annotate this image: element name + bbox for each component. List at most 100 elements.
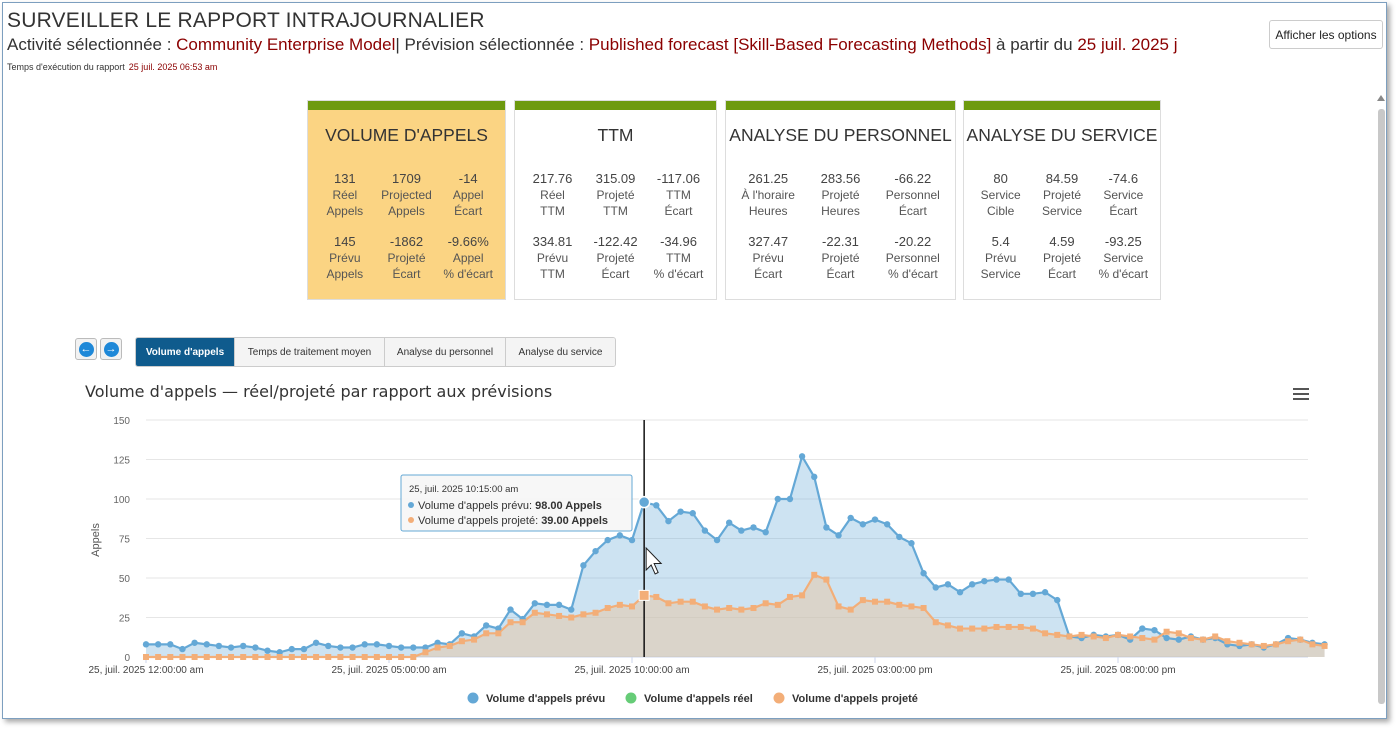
projected-point[interactable] — [300, 654, 307, 660]
tab-average-handle-time[interactable]: Temps de traitement moyen — [235, 338, 385, 366]
forecast-point[interactable] — [154, 641, 162, 648]
legend-marker[interactable] — [773, 692, 785, 704]
forecast-point[interactable] — [1151, 626, 1158, 634]
projected-point[interactable] — [1236, 639, 1243, 646]
projected-point[interactable] — [774, 601, 781, 608]
forecast-point[interactable] — [750, 524, 757, 531]
show-options-button[interactable]: Afficher les options — [1269, 20, 1383, 49]
forecast-point[interactable] — [361, 641, 368, 648]
projected-point[interactable] — [592, 609, 599, 616]
forecast-point[interactable] — [337, 644, 344, 651]
projected-point[interactable] — [1224, 638, 1231, 645]
projected-point[interactable] — [665, 600, 672, 607]
projected-point[interactable] — [1309, 641, 1316, 648]
projected-point[interactable] — [920, 605, 927, 612]
scroll-thumb[interactable] — [1378, 109, 1385, 704]
forecast-point[interactable] — [312, 639, 320, 646]
projected-point[interactable] — [969, 625, 976, 632]
forecast-point[interactable] — [1175, 636, 1182, 643]
projected-point[interactable] — [446, 642, 453, 649]
card-staffing-analysis[interactable]: ANALYSE DU PERSONNEL 261.25 À l'horaire He… — [725, 100, 956, 300]
forecast-point[interactable] — [847, 514, 854, 522]
projected-point[interactable] — [1212, 633, 1219, 640]
forecast-point[interactable] — [203, 641, 210, 648]
forecast-point[interactable] — [580, 562, 587, 569]
projected-point[interactable] — [604, 605, 611, 612]
projected-point[interactable] — [896, 601, 903, 608]
projected-point[interactable] — [1272, 641, 1279, 648]
forecast-point[interactable] — [823, 524, 830, 531]
forecast-point[interactable] — [628, 536, 636, 544]
forecast-point[interactable] — [325, 642, 332, 650]
forecast-point[interactable] — [568, 606, 575, 613]
forecast-point[interactable] — [1041, 589, 1049, 596]
projected-point[interactable] — [835, 603, 842, 610]
forecast-point[interactable] — [883, 521, 891, 528]
forecast-point[interactable] — [276, 649, 283, 656]
forecast-point[interactable] — [507, 606, 514, 613]
forecast-point[interactable] — [920, 570, 927, 577]
forecast-point[interactable] — [993, 576, 1000, 583]
forecast-point[interactable] — [300, 645, 308, 653]
projected-point[interactable] — [580, 611, 587, 618]
projected-point[interactable] — [884, 598, 891, 605]
card-service-analysis[interactable]: ANALYSE DU SERVICE 80 Service Cible 84.59 Pr… — [963, 100, 1161, 300]
forecast-point[interactable] — [871, 516, 879, 523]
forecast-point[interactable] — [592, 547, 599, 555]
projected-point[interactable] — [240, 654, 247, 660]
projected-point[interactable] — [872, 598, 878, 605]
projected-point[interactable] — [629, 603, 635, 610]
projected-point[interactable] — [568, 614, 575, 621]
projected-point[interactable] — [519, 619, 526, 626]
projected-point[interactable] — [799, 592, 806, 599]
forecast-point-hover[interactable] — [637, 495, 651, 509]
tab-staffing-analysis[interactable]: Analyse du personnel — [385, 338, 506, 366]
forecast-point[interactable] — [1139, 625, 1146, 632]
forecast-point[interactable] — [701, 527, 709, 534]
forecast-point[interactable] — [932, 584, 939, 591]
forecast-point[interactable] — [349, 644, 356, 651]
projected-point[interactable] — [726, 605, 733, 612]
forecast-point[interactable] — [713, 536, 721, 544]
forecast-point[interactable] — [142, 641, 150, 648]
forecast-point[interactable] — [543, 601, 551, 609]
tab-call-volume[interactable]: Volume d'appels — [136, 338, 235, 366]
projected-point-hover[interactable] — [638, 589, 650, 601]
projected-point[interactable] — [932, 619, 939, 626]
projected-point[interactable] — [167, 654, 174, 660]
forecast-point[interactable] — [227, 644, 235, 651]
forecast-point[interactable] — [896, 533, 903, 541]
next-button[interactable]: → — [100, 338, 122, 360]
forecast-point[interactable] — [908, 540, 915, 547]
projected-point[interactable] — [288, 654, 295, 660]
forecast-point[interactable] — [726, 519, 733, 526]
projected-point[interactable] — [762, 600, 769, 607]
projected-point[interactable] — [1200, 636, 1207, 643]
projected-point[interactable] — [543, 611, 550, 618]
projected-point[interactable] — [1066, 633, 1073, 640]
projected-point[interactable] — [313, 654, 320, 660]
projected-point[interactable] — [373, 654, 380, 660]
projected-point[interactable] — [1163, 628, 1170, 635]
projected-point[interactable] — [276, 654, 283, 660]
projected-point[interactable] — [616, 601, 623, 608]
forecast-point[interactable] — [956, 589, 964, 596]
forecast-point[interactable] — [811, 473, 818, 481]
projected-point[interactable] — [1042, 630, 1049, 637]
projected-point[interactable] — [1321, 642, 1328, 649]
projected-point[interactable] — [264, 654, 271, 660]
projected-point[interactable] — [203, 654, 210, 660]
forecast-point[interactable] — [786, 495, 794, 503]
projected-point[interactable] — [143, 654, 149, 660]
projected-point[interactable] — [1005, 623, 1012, 630]
projected-point[interactable] — [1187, 635, 1194, 642]
projected-point[interactable] — [434, 644, 441, 651]
projected-point[interactable] — [386, 654, 392, 660]
forecast-point[interactable] — [1054, 596, 1061, 604]
projected-point[interactable] — [1115, 631, 1121, 638]
projected-point[interactable] — [981, 625, 988, 632]
forecast-point[interactable] — [167, 641, 174, 648]
vertical-scrollbar[interactable] — [1377, 95, 1386, 710]
projected-point[interactable] — [1285, 638, 1292, 645]
forecast-point[interactable] — [859, 521, 867, 528]
